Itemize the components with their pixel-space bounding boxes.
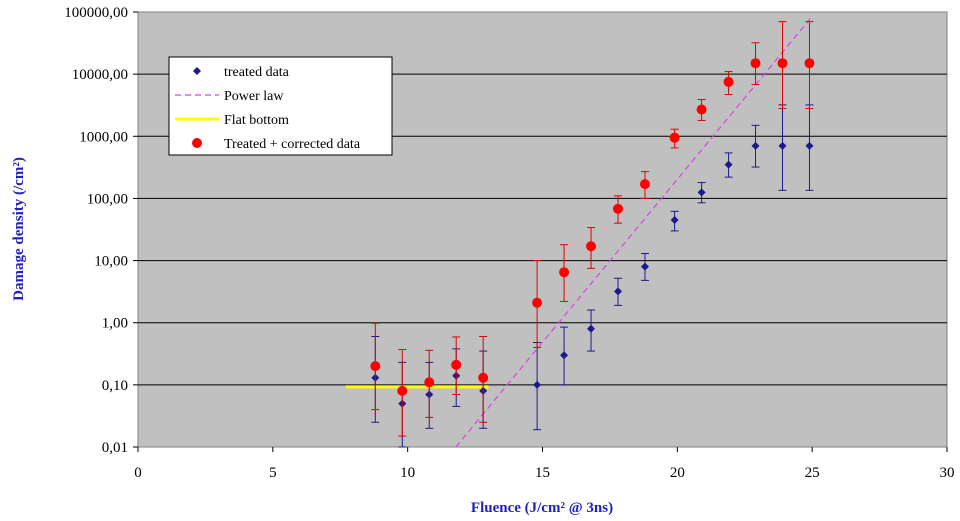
corrected-point bbox=[424, 377, 434, 387]
x-tick-label: 15 bbox=[535, 465, 550, 481]
legend-label: Treated + corrected data bbox=[224, 137, 361, 152]
y-tick-label: 0,01 bbox=[102, 440, 128, 456]
x-tick-label: 10 bbox=[400, 465, 415, 481]
corrected-point bbox=[478, 373, 488, 383]
legend-label: Power law bbox=[224, 89, 284, 104]
x-axis-title: Fluence (J/cm² @ 3ns) bbox=[471, 500, 613, 516]
legend-label: Flat bottom bbox=[224, 113, 289, 128]
corrected-point bbox=[532, 298, 542, 308]
corrected-point bbox=[586, 241, 596, 251]
x-tick-label: 20 bbox=[670, 465, 685, 481]
corrected-point bbox=[670, 133, 680, 143]
corrected-point bbox=[613, 204, 623, 214]
y-axis-title: Damage density (/cm²) bbox=[11, 157, 27, 301]
x-tick-label: 25 bbox=[805, 465, 820, 481]
corrected-point bbox=[778, 58, 788, 68]
corrected-point bbox=[804, 58, 814, 68]
x-axis-ticks: 0 5 10 15 20 25 30 bbox=[134, 447, 954, 481]
x-tick-label: 30 bbox=[940, 465, 955, 481]
legend-label: treated data bbox=[224, 65, 290, 80]
corrected-point bbox=[751, 58, 761, 68]
y-tick-label: 100000,00 bbox=[64, 5, 128, 21]
legend: treated data Power law Flat bottom Treated … bbox=[169, 57, 392, 155]
corrected-point bbox=[397, 386, 407, 396]
y-axis-ticks: 0,01 0,10 1,00 10,00 100,00 1000,00 10000,00 10… bbox=[64, 5, 138, 456]
y-tick-label: 0,10 bbox=[102, 378, 128, 394]
x-tick-label: 0 bbox=[134, 465, 142, 481]
y-tick-label: 10000,00 bbox=[72, 67, 128, 83]
y-tick-label: 1,00 bbox=[102, 316, 128, 332]
y-tick-label: 10,00 bbox=[94, 254, 128, 270]
corrected-point bbox=[724, 77, 734, 87]
corrected-point bbox=[370, 361, 380, 371]
corrected-point bbox=[559, 267, 569, 277]
corrected-point bbox=[697, 104, 707, 114]
y-tick-label: 100,00 bbox=[87, 191, 128, 207]
corrected-point bbox=[451, 360, 461, 370]
corrected-point bbox=[640, 179, 650, 189]
legend-marker-corrected bbox=[192, 138, 202, 148]
x-tick-label: 5 bbox=[269, 465, 277, 481]
y-tick-label: 1000,00 bbox=[79, 129, 128, 145]
